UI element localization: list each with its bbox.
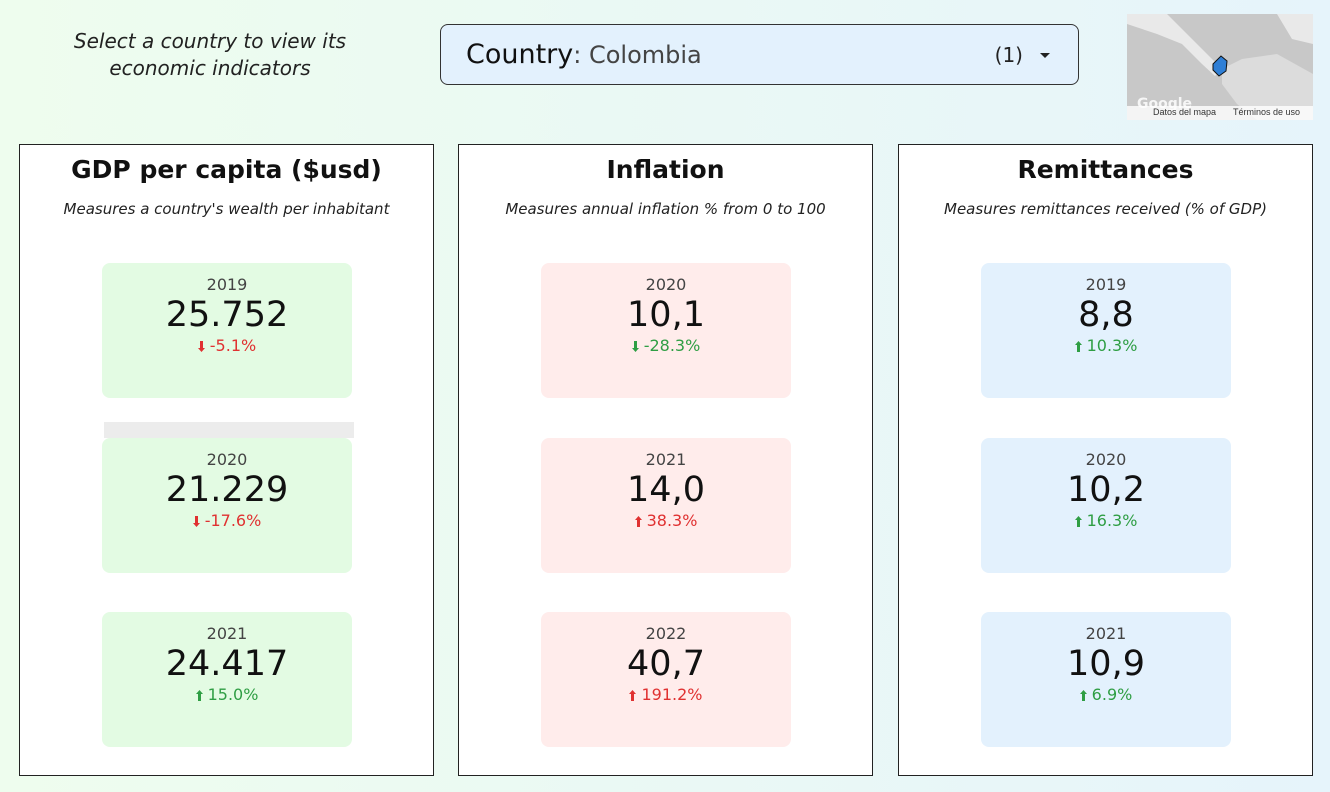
trend-arrow: [1074, 516, 1082, 527]
change-text: 6.9%: [1091, 685, 1133, 704]
panel-subtitle: Measures a country's wealth per inhabita…: [63, 200, 390, 218]
trend-arrow: [1074, 341, 1082, 352]
trend-arrow: [1079, 690, 1087, 701]
panel-subtitle: Measures remittances received (% of GDP): [944, 200, 1267, 218]
indicator-card: 2021 24.417 15.0%: [102, 612, 352, 747]
card-change: -28.3%: [541, 336, 791, 356]
selector-label: Country: [466, 39, 574, 70]
trend-arrow: [192, 516, 200, 527]
panel-title: Remittances: [1017, 155, 1194, 184]
map-data-link[interactable]: Datos del mapa: [1153, 107, 1217, 117]
panel-title: GDP per capita ($usd): [71, 155, 382, 184]
map-image: [1127, 14, 1313, 120]
card-value: 40,7: [627, 644, 705, 684]
card-year: 2020: [1085, 450, 1127, 469]
trend-arrow: [631, 341, 639, 352]
card-year: 2020: [645, 275, 687, 294]
card-change: 38.3%: [541, 511, 791, 531]
map[interactable]: Google Datos del mapa Términos de uso: [1127, 14, 1313, 120]
card-year: 2021: [1085, 624, 1127, 643]
card-year: 2021: [645, 450, 687, 469]
card-value: 24.417: [165, 644, 289, 684]
change-text: -28.3%: [643, 336, 701, 355]
indicator-panel: Remittances Measures remittances received…: [898, 144, 1313, 776]
panel-subtitle: Measures annual inflation % from 0 to 10…: [505, 200, 826, 218]
card-value: 10,9: [1067, 644, 1145, 684]
divider-bar: [104, 422, 354, 438]
change-text: 15.0%: [207, 685, 259, 704]
card-change: -5.1%: [102, 336, 352, 356]
card-year: 2020: [206, 450, 248, 469]
card-change: 10.3%: [981, 336, 1231, 356]
card-value: 14,0: [627, 470, 705, 510]
selector-count: (1): [994, 43, 1023, 67]
indicator-card: 2021 14,0 38.3%: [541, 438, 791, 573]
selector-label-row: Country: Colombia: [466, 39, 702, 70]
trend-arrow: [629, 690, 637, 701]
dropdown-caret[interactable]: [1040, 53, 1050, 58]
card-value: 25.752: [165, 295, 289, 335]
change-text: -17.6%: [204, 511, 262, 530]
change-text: -5.1%: [209, 336, 257, 355]
trend-arrow: [634, 516, 642, 527]
panel-title: Inflation: [606, 155, 725, 184]
map-terms-link[interactable]: Términos de uso: [1233, 107, 1301, 117]
change-text: 38.3%: [646, 511, 698, 530]
card-value: 8,8: [1078, 295, 1134, 335]
indicator-card: 2020 10,2 16.3%: [981, 438, 1231, 573]
card-value: 21.229: [165, 470, 289, 510]
card-year: 2021: [206, 624, 248, 643]
card-year: 2019: [206, 275, 248, 294]
card-change: 16.3%: [981, 511, 1231, 531]
indicator-card: 2019 25.752 -5.1%: [102, 263, 352, 398]
prompt: Select a country to view its economic in…: [73, 29, 347, 80]
card-change: 191.2%: [541, 685, 791, 705]
trend-arrow: [195, 690, 203, 701]
card-change: 6.9%: [981, 685, 1231, 705]
selector-value: : Colombia: [573, 41, 702, 69]
change-text: 10.3%: [1086, 336, 1138, 355]
change-text: 16.3%: [1086, 511, 1138, 530]
card-change: -17.6%: [102, 511, 352, 531]
card-change: 15.0%: [102, 685, 352, 705]
country-dropdown[interactable]: Country: Colombia (1): [440, 24, 1079, 85]
card-year: 2022: [645, 624, 687, 643]
indicator-panel: GDP per capita ($usd) Measures a country'…: [19, 144, 434, 776]
indicator-card: 2020 10,1 -28.3%: [541, 263, 791, 398]
indicator-card: 2019 8,8 10.3%: [981, 263, 1231, 398]
trend-arrow: [197, 341, 205, 352]
change-text: 191.2%: [641, 685, 703, 704]
card-value: 10,1: [627, 295, 705, 335]
map-footer: Datos del mapa Términos de uso: [1127, 106, 1313, 120]
card-year: 2019: [1085, 275, 1127, 294]
card-value: 10,2: [1067, 470, 1145, 510]
indicator-card: 2020 21.229 -17.6%: [102, 438, 352, 573]
indicator-card: 2021 10,9 6.9%: [981, 612, 1231, 747]
indicator-card: 2022 40,7 191.2%: [541, 612, 791, 747]
indicator-panel: Inflation Measures annual inflation % fro…: [458, 144, 873, 776]
